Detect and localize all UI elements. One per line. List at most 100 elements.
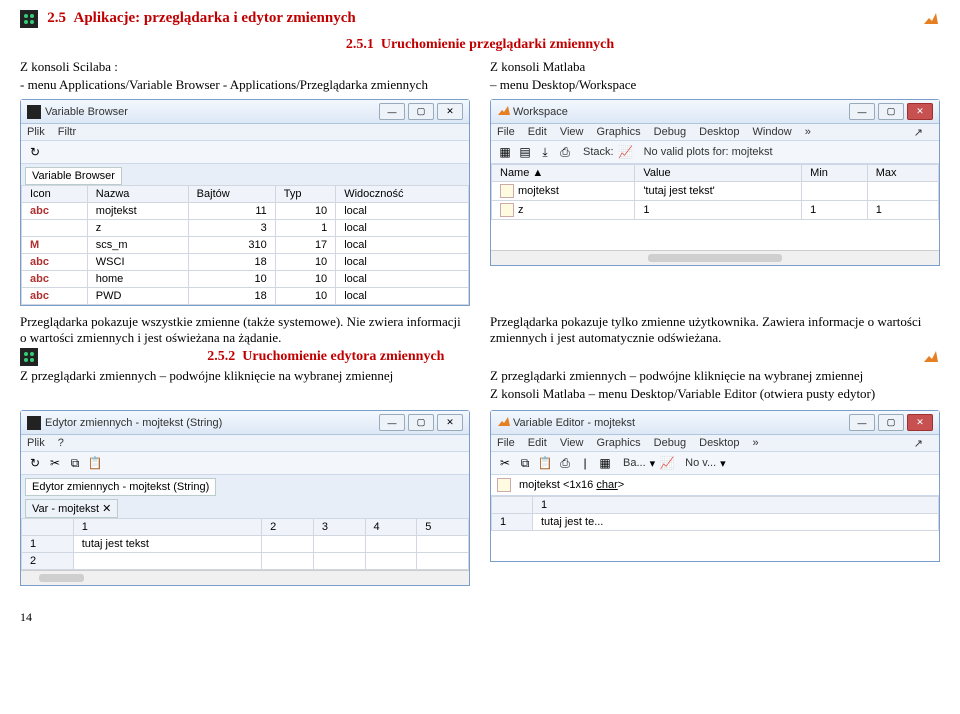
plot-select-icon[interactable]: 📈 (659, 455, 675, 471)
copy-icon[interactable]: ⧉ (67, 455, 83, 471)
menu-item[interactable]: Filtr (58, 126, 76, 138)
col-min[interactable]: Min (802, 165, 868, 182)
menu-item[interactable]: Edit (528, 437, 547, 449)
menu-item[interactable]: File (497, 437, 515, 449)
maximize-button[interactable]: ▢ (878, 103, 904, 120)
minimize-button[interactable]: — (849, 414, 875, 431)
cut-icon[interactable]: ✂ (47, 455, 63, 471)
undock-icon[interactable]: ↗ (914, 126, 923, 139)
col-5[interactable]: 5 (417, 519, 469, 536)
left-intro2: - menu Applications/Variable Browser - A… (20, 77, 470, 93)
col-type[interactable]: Typ (275, 186, 335, 203)
dropdown-icon[interactable]: ▾ (650, 457, 656, 470)
col-value[interactable]: Value (635, 165, 802, 182)
copy-icon[interactable]: ⧉ (517, 455, 533, 471)
window-title: Variable Browser (45, 106, 376, 118)
table-row[interactable]: M scs_m 310 17 local (22, 237, 469, 254)
minimize-button[interactable]: — (379, 103, 405, 120)
refresh-icon[interactable]: ↻ (27, 144, 43, 160)
plot-select-icon[interactable]: 📈 (618, 144, 634, 160)
close-button[interactable]: ✕ (437, 414, 463, 431)
maximize-button[interactable]: ▢ (408, 103, 434, 120)
stack-label: Stack: (583, 146, 614, 158)
cell-vis: local (336, 254, 469, 271)
subtab-var[interactable]: Var - mojtekst ✕ (25, 499, 118, 518)
import-icon[interactable]: ⤓ (537, 144, 553, 160)
cell-name: WSCI (87, 254, 188, 271)
maximize-button[interactable]: ▢ (878, 414, 904, 431)
menu-item[interactable]: Edit (528, 126, 547, 138)
col-icon[interactable]: Icon (22, 186, 88, 203)
cell-name: z (87, 220, 188, 237)
close-button[interactable]: ✕ (907, 414, 933, 431)
cell[interactable]: tutaj jest tekst (73, 536, 261, 553)
menu-item[interactable]: Debug (654, 437, 686, 449)
menu-more[interactable]: » (805, 126, 811, 138)
col-4[interactable]: 4 (365, 519, 417, 536)
table-row[interactable]: mojtekst 'tutaj jest tekst' (492, 182, 939, 201)
col-vis[interactable]: Widoczność (336, 186, 469, 203)
col-bytes[interactable]: Bajtów (188, 186, 275, 203)
new-var-icon[interactable]: ▦ (497, 144, 513, 160)
tab-editor[interactable]: Edytor zmiennych - mojtekst (String) (25, 478, 216, 496)
table-row[interactable]: z 3 1 local (22, 220, 469, 237)
nov-selector[interactable]: No v... (685, 457, 716, 469)
cell[interactable]: tutaj jest te... (533, 514, 939, 531)
paste-icon[interactable]: 📋 (87, 455, 103, 471)
menu-more[interactable]: » (753, 437, 759, 449)
col-1[interactable]: 1 (73, 519, 261, 536)
cut-icon[interactable]: ✂ (497, 455, 513, 471)
close-button[interactable]: ✕ (437, 103, 463, 120)
col-name[interactable]: Nazwa (87, 186, 188, 203)
table-row[interactable]: abc PWD 18 10 local (22, 288, 469, 305)
menu-item[interactable]: Plik (27, 126, 45, 138)
window-title: Workspace (513, 106, 846, 118)
menu-item[interactable]: View (560, 126, 584, 138)
grid-row[interactable]: 2 (22, 553, 469, 570)
menu-item[interactable]: Desktop (699, 126, 739, 138)
grid-icon[interactable]: ▦ (597, 455, 613, 471)
table-row[interactable]: abc WSCI 18 10 local (22, 254, 469, 271)
table-row[interactable]: z 1 1 1 (492, 201, 939, 220)
close-tab-icon[interactable]: ✕ (102, 503, 111, 515)
print-icon[interactable]: ⎙ (557, 455, 573, 471)
menu-item[interactable]: Debug (654, 126, 686, 138)
h-scrollbar[interactable] (21, 570, 469, 585)
col-2[interactable]: 2 (262, 519, 314, 536)
table-row[interactable]: abc home 10 10 local (22, 271, 469, 288)
variable-table: Icon Nazwa Bajtów Typ Widoczność abc moj… (21, 185, 469, 305)
menu-item[interactable]: Graphics (597, 437, 641, 449)
table-row[interactable]: abc mojtekst 11 10 local (22, 203, 469, 220)
undock-icon[interactable]: ↗ (914, 437, 923, 450)
cell-type: 10 (275, 254, 335, 271)
menu-item[interactable]: View (560, 437, 584, 449)
dropdown-icon[interactable]: ▾ (720, 457, 726, 470)
tab-variable-browser[interactable]: Variable Browser (25, 167, 122, 185)
h-scrollbar[interactable] (491, 250, 939, 265)
menu-item[interactable]: Desktop (699, 437, 739, 449)
minimize-button[interactable]: — (379, 414, 405, 431)
editor-grid: 1 2 3 4 5 1 tutaj jest tekst 2 (21, 518, 469, 570)
menu-item[interactable]: ? (58, 437, 64, 449)
col-max[interactable]: Max (867, 165, 938, 182)
refresh-icon[interactable]: ↻ (27, 455, 43, 471)
cell-vis: local (336, 237, 469, 254)
matlab-logo-icon (922, 10, 940, 28)
close-button[interactable]: ✕ (907, 103, 933, 120)
grid-row[interactable]: 1 tutaj jest te... (492, 514, 939, 531)
open-var-icon[interactable]: ▤ (517, 144, 533, 160)
menu-item[interactable]: Graphics (597, 126, 641, 138)
row-header: 2 (22, 553, 74, 570)
base-selector[interactable]: Ba... (623, 457, 646, 469)
paste-icon[interactable]: 📋 (537, 455, 553, 471)
col-3[interactable]: 3 (313, 519, 365, 536)
print-icon[interactable]: ⎙ (557, 144, 573, 160)
minimize-button[interactable]: — (849, 103, 875, 120)
menu-item[interactable]: File (497, 126, 515, 138)
col-name[interactable]: Name ▲ (492, 165, 635, 182)
menu-item[interactable]: Window (753, 126, 792, 138)
col-1[interactable]: 1 (533, 497, 939, 514)
menu-item[interactable]: Plik (27, 437, 45, 449)
maximize-button[interactable]: ▢ (408, 414, 434, 431)
grid-row[interactable]: 1 tutaj jest tekst (22, 536, 469, 553)
